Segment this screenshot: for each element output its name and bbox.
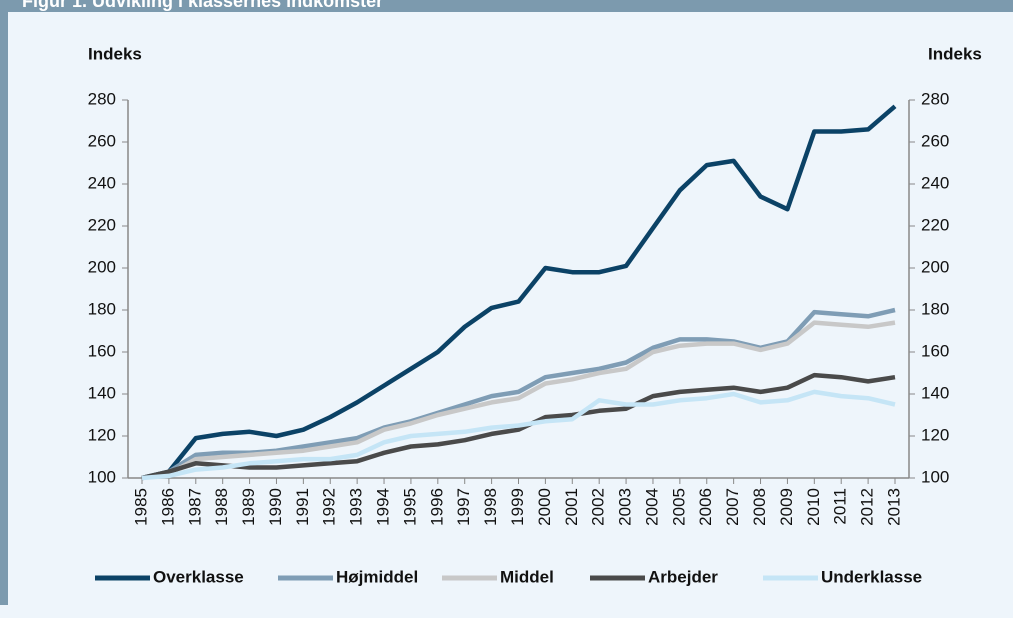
x-tick-label: 1992 (320, 488, 339, 526)
x-tick-label: 1989 (239, 488, 258, 526)
x-tick-label: 1999 (508, 488, 527, 526)
x-tick-label: 1993 (347, 488, 366, 526)
y-tick-label: 120 (88, 425, 116, 444)
x-tick-label: 2013 (884, 488, 903, 526)
y-tick-label: 260 (88, 131, 116, 150)
series-line (141, 104, 897, 481)
series-line (141, 372, 896, 481)
y2-axis-label: Indeks (928, 44, 982, 63)
y2-tick-label: 180 (921, 299, 949, 318)
y-tick-label: 180 (88, 299, 116, 318)
x-tick-label: 2004 (642, 488, 661, 526)
x-tick-label: 1995 (400, 488, 419, 526)
x-tick-label: 2005 (669, 488, 688, 526)
left-border (0, 0, 8, 605)
x-tick-label: 2006 (696, 488, 715, 526)
x-tick-label: 2003 (616, 488, 635, 526)
y2-tick-label: 140 (921, 383, 949, 402)
y-tick-label: 160 (88, 341, 116, 360)
series-line (141, 320, 896, 481)
header-bar (0, 0, 1013, 12)
y-tick-label: 220 (88, 215, 116, 234)
x-tick-label: 2002 (589, 488, 608, 526)
y-tick-label: 240 (88, 173, 116, 192)
y2-tick-label: 240 (921, 173, 949, 192)
x-tick-label: 2009 (777, 488, 796, 526)
legend-label: Underklasse (821, 567, 922, 586)
legend-label: Arbejder (648, 567, 718, 586)
x-tick-label: 2007 (723, 488, 742, 526)
x-tick-label: 1986 (158, 488, 177, 526)
y2-tick-label: 220 (921, 215, 949, 234)
legend-label: Højmiddel (336, 567, 418, 586)
x-tick-label: 2001 (562, 488, 581, 526)
x-tick-label: 2012 (858, 488, 877, 526)
x-tick-label: 1991 (293, 488, 312, 526)
y-tick-label: 140 (88, 383, 116, 402)
series-line (141, 389, 896, 481)
y2-tick-label: 160 (921, 341, 949, 360)
x-tick-label: 1994 (374, 488, 393, 526)
x-tick-label: 2000 (535, 488, 554, 526)
x-tick-label: 1988 (212, 488, 231, 526)
y-tick-label: 100 (88, 467, 116, 486)
x-tick-label: 1987 (185, 488, 204, 526)
x-tick-label: 1990 (266, 488, 285, 526)
legend-label: Middel (500, 567, 554, 586)
y2-tick-label: 200 (921, 257, 949, 276)
legend-label: Overklasse (153, 567, 244, 586)
y-axis-label: Indeks (88, 44, 142, 63)
chart-title: Figur 1. Udvikling i klassernes indkomst… (22, 0, 383, 11)
y2-tick-label: 120 (921, 425, 949, 444)
x-tick-label: 1998 (481, 488, 500, 526)
y-tick-label: 200 (88, 257, 116, 276)
y-tick-label: 280 (88, 89, 116, 108)
x-tick-label: 1985 (131, 488, 150, 526)
y2-tick-label: 100 (921, 467, 949, 486)
x-tick-label: 1997 (454, 488, 473, 526)
x-tick-label: 2010 (804, 488, 823, 526)
y2-tick-label: 280 (921, 89, 949, 108)
x-tick-label: 2008 (750, 488, 769, 526)
x-tick-label: 1996 (427, 488, 446, 526)
y2-tick-label: 260 (921, 131, 949, 150)
x-tick-label: 2011 (831, 488, 850, 525)
